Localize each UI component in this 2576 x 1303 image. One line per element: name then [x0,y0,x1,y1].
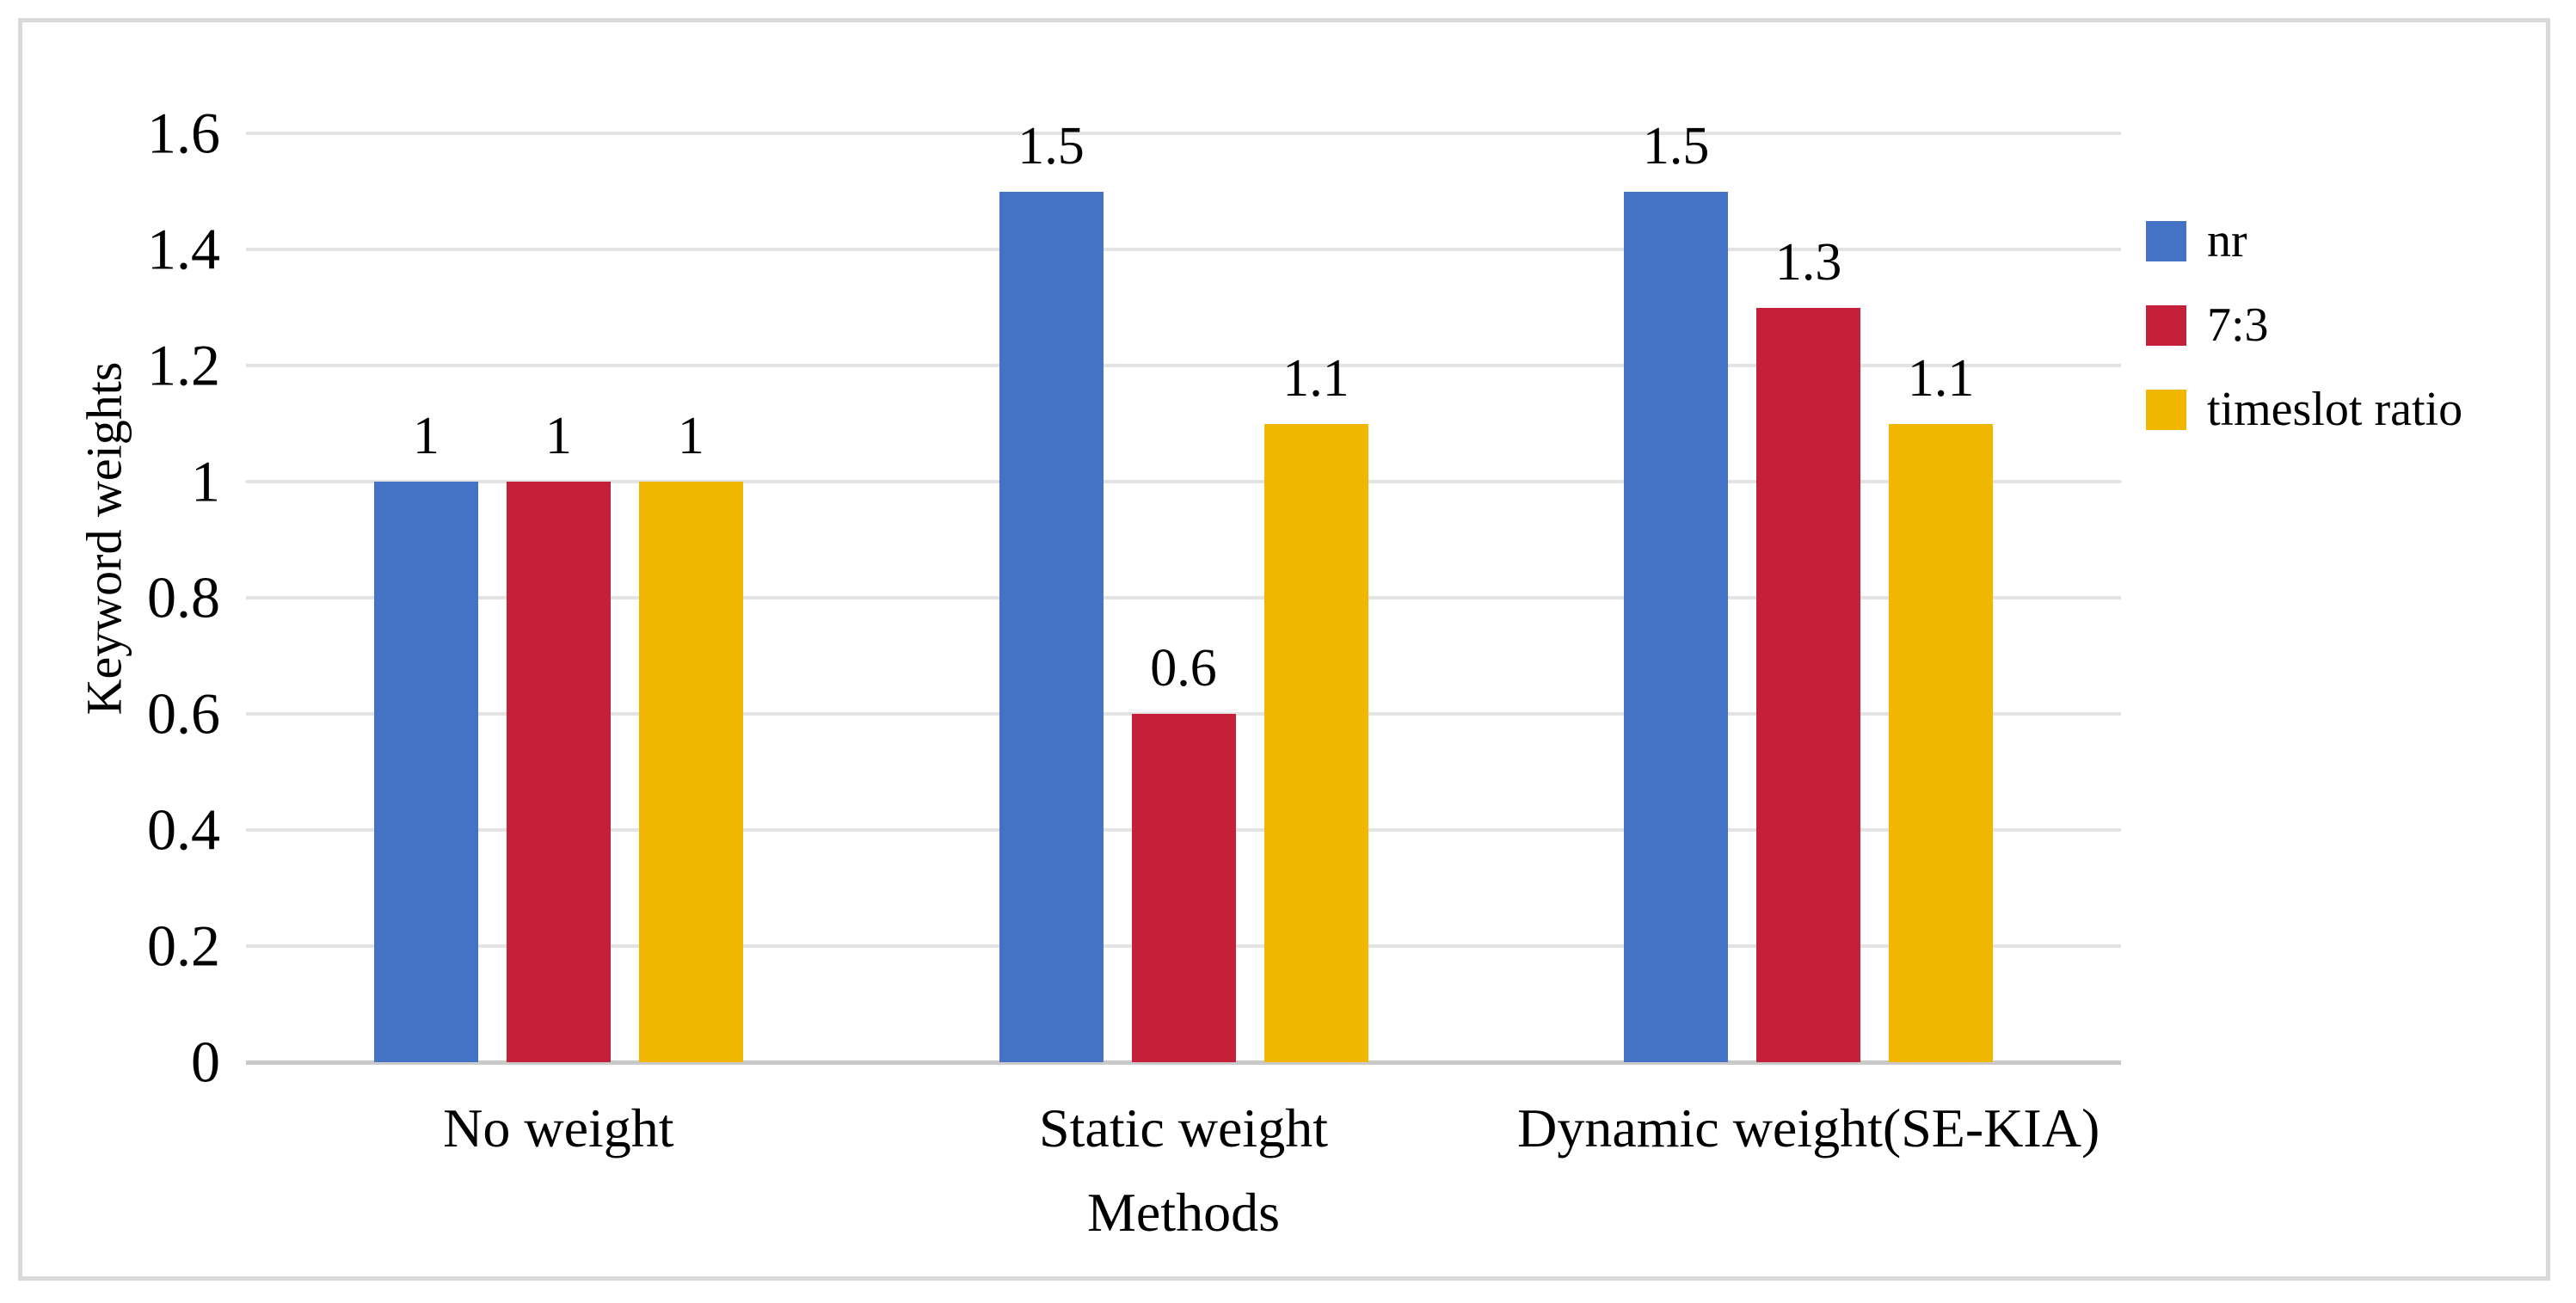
legend-label: nr [2207,214,2247,267]
x-category-label: No weight [443,1097,674,1159]
y-tick-label: 0.4 [147,796,220,863]
legend-label: timeslot ratio [2207,383,2463,436]
bar-data-label: 1 [677,407,704,465]
y-tick-label: 0 [191,1029,220,1095]
y-tick-label: 1 [191,448,220,514]
bar-series-1 [999,191,1104,1062]
legend-label: 7:3 [2207,298,2269,352]
legend-item: 7:3 [2146,298,2462,352]
bar-series-1 [373,482,478,1062]
bar-cell: 1.5 [999,117,1104,1062]
legend-swatch-series-2 [2146,304,2186,346]
bar-cell: 1 [506,133,611,1062]
legend-item: nr [2146,214,2462,267]
bar-series-3 [1889,423,1994,1062]
y-tick-label: 1.4 [147,216,220,282]
gridline [246,248,2121,251]
x-axis-title: Methods [1087,1182,1280,1243]
bar-data-label: 1.1 [1907,348,1975,408]
bar-groups-container: 1 1 1 1.5 0.6 1.1 1.5 1.3 1.1 [246,117,2121,1062]
bar-group: 1 1 1 [246,133,871,1062]
y-tick-label: 0.2 [147,913,220,979]
x-axis-category-labels: No weight Static weight Dynamic weight(SE-… [246,1092,2121,1165]
legend-item: timeslot ratio [2146,383,2462,436]
y-axis-tick-labels: 1.6 1.4 1.2 1 0.8 0.6 0.4 0.2 0 [0,101,220,1095]
bar-cell: 1.1 [1263,133,1368,1062]
bar-series-2 [1756,307,1861,1062]
bar-group: 1.5 1.3 1.1 [1496,117,2121,1062]
x-axis-line [246,1060,2121,1065]
bar-cell: 1 [638,133,743,1062]
plot-area: 1 1 1 1.5 0.6 1.1 1.5 1.3 1.1 [246,117,2121,1065]
bar-data-label: 1.5 [1642,116,1710,175]
legend-swatch-series-3 [2146,389,2186,430]
y-tick-label: 0.8 [147,564,220,630]
bar-series-2 [506,482,611,1062]
bar-data-label: 1.3 [1774,232,1842,292]
x-category-label: Static weight [1039,1097,1328,1159]
bar-series-2 [1131,714,1236,1062]
gridline [246,364,2121,367]
bar-series-3 [1263,423,1368,1062]
y-tick-label: 0.6 [147,680,220,747]
gridline [246,132,2121,135]
y-tick-label: 1.2 [147,332,220,398]
legend: nr 7:3 timeslot ratio [2146,214,2462,436]
bar-series-1 [1624,191,1729,1062]
bar-data-label: 1.5 [1017,116,1085,175]
y-tick-label: 1.6 [147,100,220,166]
bar-cell: 0.6 [1131,133,1236,1062]
x-category-label: Dynamic weight(SE-KIA) [1517,1097,2100,1159]
bar-data-label: 1 [544,407,572,465]
bar-cell: 1.1 [1889,133,1994,1062]
bar-cell: 1 [373,133,478,1062]
bar-data-label: 0.6 [1150,639,1217,698]
legend-swatch-series-1 [2146,220,2186,261]
bar-data-label: 1 [412,407,440,465]
bar-group: 1.5 0.6 1.1 [871,117,1497,1062]
bar-cell: 1.5 [1624,117,1729,1062]
bar-cell: 1.3 [1756,133,1861,1062]
bar-series-3 [638,482,743,1062]
gridline [246,596,2121,599]
bar-data-label: 1.1 [1282,348,1349,408]
gridline [246,480,2121,483]
